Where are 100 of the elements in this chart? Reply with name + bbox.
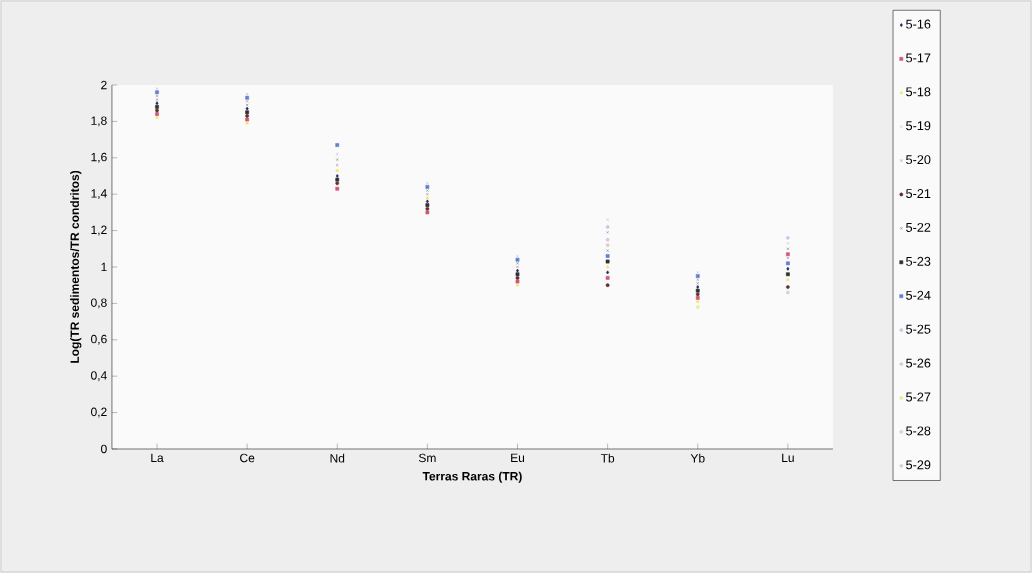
point — [335, 152, 339, 156]
point — [605, 283, 610, 288]
y-tick-label: 1 — [101, 262, 107, 272]
point — [786, 252, 790, 257]
point — [335, 163, 339, 167]
point — [155, 98, 159, 101]
point — [515, 283, 520, 287]
legend-label: 5-21 — [906, 189, 931, 199]
y-tick-label: 0,6 — [91, 334, 107, 345]
point — [155, 87, 159, 91]
legend-label: 5-29 — [906, 460, 931, 470]
legend-label: 5-16 — [906, 19, 931, 29]
point — [786, 236, 790, 240]
legend-label: 5-27 — [906, 392, 931, 402]
point — [335, 168, 339, 172]
x-tick-label: Yb — [690, 453, 705, 463]
y-tick-label: 2 — [101, 80, 107, 90]
point — [605, 243, 610, 248]
point — [606, 231, 610, 234]
point — [155, 94, 159, 98]
point — [515, 257, 520, 262]
point — [516, 254, 519, 258]
point — [245, 99, 249, 103]
point — [695, 305, 700, 309]
point — [245, 114, 249, 118]
point — [425, 185, 430, 189]
point — [786, 277, 790, 281]
legend-label: 5-22 — [906, 222, 931, 232]
point — [245, 106, 249, 111]
point — [695, 274, 700, 278]
point — [605, 259, 610, 264]
point — [606, 218, 610, 222]
point — [786, 266, 790, 271]
point — [425, 210, 430, 215]
point — [786, 247, 790, 251]
point — [696, 285, 700, 289]
point — [606, 270, 610, 275]
point — [605, 265, 610, 269]
point — [696, 271, 700, 274]
legend-label: 5-18 — [906, 87, 931, 97]
legend-label: 5-25 — [906, 324, 931, 334]
legend-label: 5-24 — [906, 290, 931, 300]
legend-label: 5-23 — [906, 256, 931, 266]
point — [155, 90, 159, 95]
point — [516, 268, 519, 273]
point — [335, 174, 339, 178]
y-tick-label: 0,8 — [91, 298, 107, 309]
point — [335, 143, 340, 147]
point — [515, 276, 520, 280]
y-tick-label: 0 — [101, 444, 107, 454]
point — [695, 292, 700, 297]
point — [786, 285, 790, 289]
point — [515, 272, 520, 277]
point — [425, 203, 430, 207]
point — [245, 110, 249, 115]
point — [155, 108, 159, 113]
x-tick-label: La — [151, 453, 164, 463]
legend-label: 5-19 — [906, 121, 931, 131]
point — [335, 186, 340, 191]
point — [695, 288, 700, 293]
point — [245, 103, 249, 107]
y-tick-label: 1,2 — [91, 225, 107, 236]
point — [516, 265, 519, 269]
point — [516, 261, 519, 265]
point — [335, 181, 340, 186]
x-tick-label: Ce — [240, 453, 255, 463]
point — [605, 225, 610, 229]
point — [425, 181, 429, 185]
point — [245, 95, 249, 100]
point — [786, 272, 790, 277]
x-tick-label: Sm — [418, 453, 436, 463]
point — [425, 189, 429, 192]
y-tick-label: 0,4 — [91, 371, 107, 382]
point — [786, 290, 790, 295]
point — [515, 279, 520, 284]
y-tick-label: 0,2 — [91, 407, 107, 418]
y-axis-title: Log(TR sedimentos/TR condritos) — [70, 170, 82, 363]
point — [245, 121, 249, 125]
point — [605, 237, 610, 242]
y-tick-label: 1,4 — [91, 189, 107, 200]
x-axis-title: Terras Raras (TR) — [422, 471, 522, 483]
point — [245, 92, 249, 96]
point — [335, 158, 339, 162]
point — [605, 276, 610, 280]
legend-label: 5-26 — [906, 358, 931, 368]
x-tick-label: Nd — [330, 453, 345, 463]
x-tick-label: Eu — [511, 453, 525, 463]
point — [425, 199, 429, 204]
point — [335, 177, 340, 182]
point — [786, 256, 790, 260]
point — [786, 261, 790, 266]
legend-label: 5-28 — [906, 426, 931, 436]
x-tick-label: Tb — [600, 453, 615, 463]
y-tick-label: 1,8 — [91, 116, 107, 127]
x-tick-label: Lu — [782, 453, 794, 463]
point — [245, 117, 249, 122]
point — [425, 206, 430, 211]
legend-label: 5-17 — [906, 53, 931, 63]
legend-label: 5-20 — [906, 155, 931, 165]
point — [605, 254, 610, 258]
